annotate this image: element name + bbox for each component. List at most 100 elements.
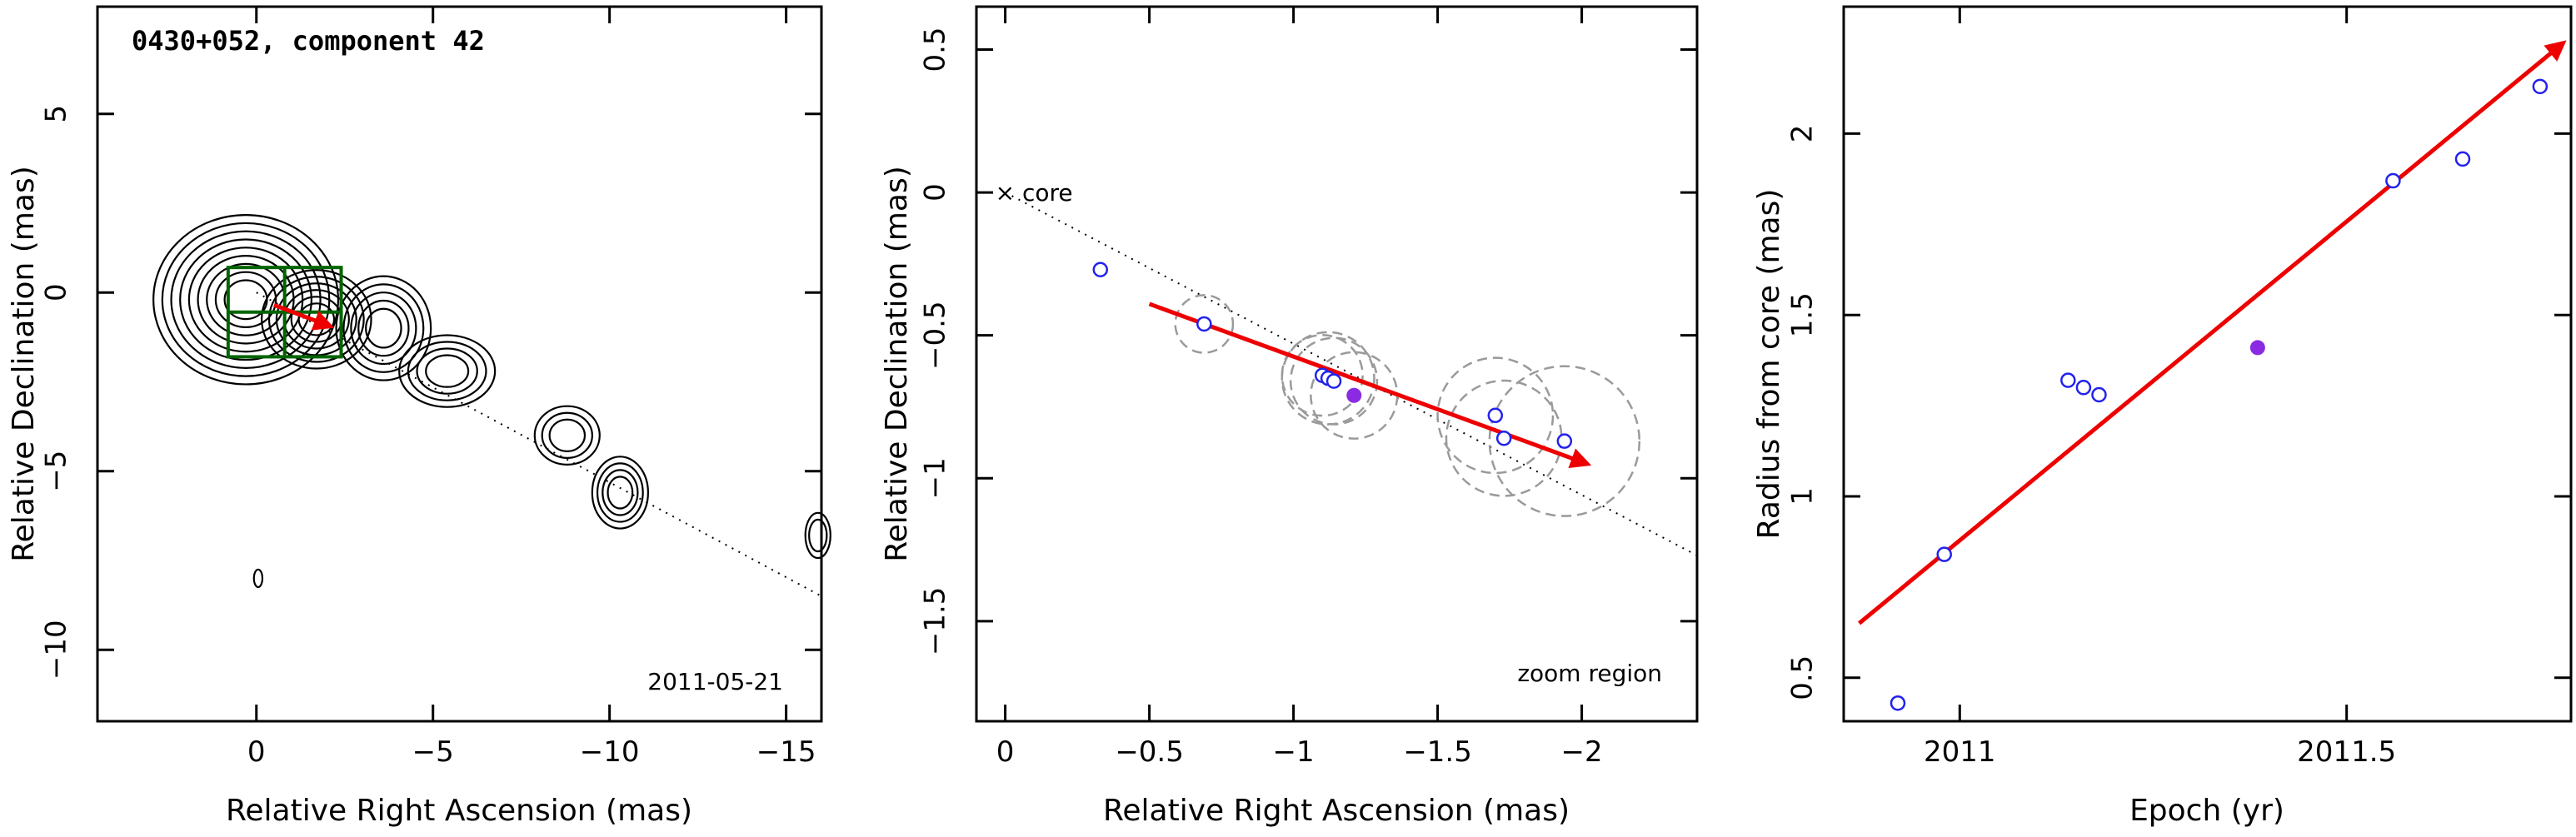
y-tick-label: 5 (40, 105, 73, 123)
x-tick-label: −5 (412, 735, 454, 769)
y-tick-label: 0.5 (919, 27, 952, 72)
data-point (2091, 386, 2107, 403)
x-axis-label: Relative Right Ascension (mas) (226, 794, 692, 828)
y-tick-label: 0.5 (1786, 655, 1820, 700)
y-ticks: 0.5 0 −0.5 −1 −1.5 (919, 27, 1697, 656)
panel-radius-epoch: 2011 2011.5 0.5 1 1.5 2 Epoch (yr) Radius fr… (1752, 5, 2573, 828)
data-point (2060, 372, 2076, 388)
contour-level (398, 334, 497, 408)
data-point (2385, 172, 2401, 189)
x-ticks: 0 −0.5 −1 −1.5 −2 (996, 7, 1603, 769)
size-circle (1281, 334, 1364, 417)
x-tick-label: 2011.5 (2297, 735, 2396, 769)
motion-arrow (1148, 301, 1592, 468)
contour-level (267, 276, 365, 363)
core-marker: × core (996, 179, 1073, 207)
y-tick-label: 1 (1786, 487, 1820, 506)
panel-zoom-scatter: × core 0 −0.5 −1 −1.5 −2 0.5 0 −0.5 −1 −1.5 zoom… (880, 5, 1699, 828)
track-line (1005, 192, 1698, 556)
y-tick-label: −0.5 (919, 301, 952, 370)
y-axis-label: Radius from core (mas) (1752, 189, 1786, 540)
motion-arrow (273, 302, 335, 331)
y-tick-label: −1.5 (919, 587, 952, 656)
contour-level (206, 262, 286, 336)
contour-level (261, 269, 372, 370)
contour-level (425, 354, 470, 388)
data-point (1196, 316, 1212, 332)
size-circle (1281, 331, 1375, 426)
x-tick-label: −1.5 (1403, 735, 1472, 769)
data-point (1092, 262, 1109, 277)
contour-level (252, 568, 264, 589)
x-tick-label: −15 (756, 735, 816, 769)
region-label: zoom region (1517, 660, 1662, 687)
size-circle (1174, 294, 1235, 354)
contour-level (179, 238, 312, 361)
x-tick-label: 0 (996, 735, 1015, 769)
plot-frame (975, 5, 1699, 723)
contour-level (350, 291, 417, 366)
data-point (1495, 430, 1512, 446)
data-point (1890, 695, 1906, 711)
data-point (2532, 78, 2549, 95)
contour-level (548, 418, 587, 452)
contour-level (541, 411, 593, 459)
contour-level (533, 405, 601, 466)
x-tick-label: 2011 (1924, 735, 1996, 769)
contour-level (607, 476, 634, 510)
x-tick-label: −1 (1273, 735, 1315, 769)
data-point (2454, 151, 2471, 167)
data-point (1487, 407, 1504, 424)
x-ticks: 0 −5 −10 −15 (247, 7, 816, 769)
contour-level (602, 469, 639, 516)
size-circle (1436, 356, 1555, 475)
plot-frame (96, 5, 823, 723)
scatter-plot-area: × core (996, 179, 1698, 556)
highlight-point (2249, 340, 2265, 356)
y-ticks: 0.5 1 1.5 2 (1786, 125, 2571, 700)
contour-level (596, 462, 644, 523)
contour-level (342, 283, 425, 373)
y-tick-label: −1 (919, 457, 952, 499)
y-ticks: 5 0 −5 −10 (40, 105, 821, 680)
y-axis-label: Relative Declination (mas) (880, 166, 914, 562)
x-tick-label: −0.5 (1115, 735, 1184, 769)
scatter-plot-area (1857, 40, 2567, 711)
contour-level (357, 299, 410, 357)
data-point (2075, 380, 2092, 396)
x-axis-label: Epoch (yr) (2129, 794, 2284, 828)
contour-level (335, 275, 432, 381)
contour-level (591, 456, 650, 530)
contour-level (170, 230, 322, 369)
data-point (1556, 433, 1573, 449)
contour-level (365, 307, 402, 349)
y-tick-label: −10 (40, 620, 73, 680)
panel-contour-map: 0 −5 −10 −15 5 0 −5 −10 0430+052, component 42… (7, 5, 831, 828)
y-tick-label: 2 (1786, 125, 1820, 143)
x-ticks: 2011 2011.5 (1924, 7, 2396, 769)
x-tick-label: −10 (580, 735, 640, 769)
contour-level (152, 214, 340, 386)
contour-level (407, 341, 487, 401)
size-circle (1488, 365, 1641, 517)
y-axis-label: Relative Declination (mas) (7, 166, 41, 562)
x-tick-label: 0 (247, 735, 266, 769)
contour-level (808, 518, 828, 553)
plot-frame (1842, 5, 2573, 723)
data-point (1325, 373, 1342, 389)
y-tick-label: 0 (40, 283, 73, 301)
y-tick-label: −5 (40, 451, 73, 492)
contour-plot-area (152, 214, 831, 597)
data-point (1936, 546, 1952, 562)
highlight-point (1346, 387, 1362, 403)
contour-level (804, 511, 831, 560)
contour-level (214, 271, 277, 328)
x-tick-label: −2 (1561, 735, 1603, 769)
chart-title: 0430+052, component 42 (132, 25, 485, 57)
y-tick-label: 0 (919, 183, 952, 202)
size-circle (1289, 336, 1379, 426)
fit-arrow (1857, 40, 2567, 625)
x-axis-label: Relative Right Ascension (mas) (1103, 794, 1570, 828)
date-label: 2011-05-21 (647, 668, 783, 695)
